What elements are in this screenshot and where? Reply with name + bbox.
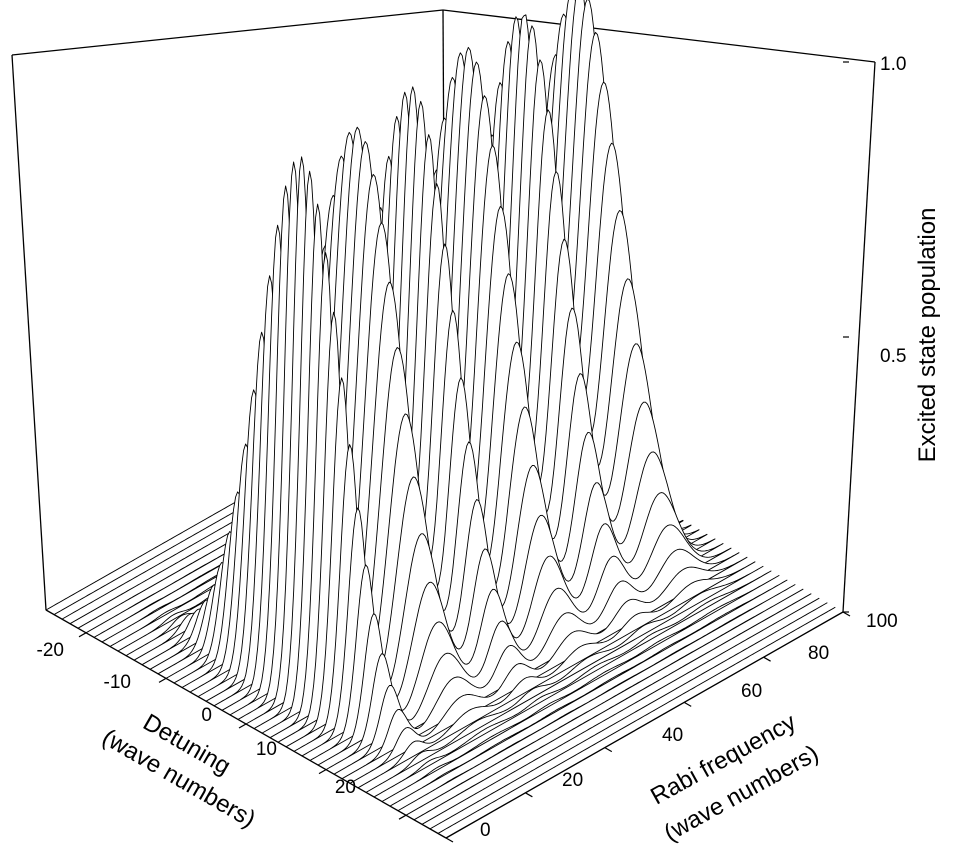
surface-strip — [437, 606, 836, 834]
y-tick-label-80: 80 — [808, 643, 829, 664]
y-axis-ticks: 0 20 40 60 80 100 — [480, 611, 898, 841]
box-back-top-left-edge — [11, 9, 444, 56]
x-tick-label--10: -10 — [104, 672, 131, 693]
z-axis-label: Excited state population — [914, 208, 941, 463]
surface-strip — [381, 575, 780, 802]
surface-strip — [373, 570, 772, 798]
y-tick-mark — [445, 837, 454, 843]
x-tick-label-20: 20 — [335, 777, 356, 798]
surface-strip — [413, 593, 812, 821]
x-tick-mark — [238, 723, 247, 729]
z-tick-label-1.0: 1.0 — [880, 54, 906, 75]
x-tick-mark — [78, 632, 87, 638]
box-left-vertical-edge — [11, 54, 47, 611]
y-tick-mark — [525, 792, 533, 798]
surface-strip — [405, 588, 804, 816]
z-axis-ticks: 1.0 0.5 — [880, 54, 906, 367]
x-axis-label: Detuning (wave numbers) — [97, 709, 260, 833]
y-tick-mark — [763, 656, 771, 662]
y-tick-label-20: 20 — [562, 770, 583, 791]
floor-front-right-edge — [445, 611, 844, 839]
y-tick-mark — [842, 611, 851, 617]
surface-strip — [397, 584, 796, 812]
x-tick-label--20: -20 — [37, 640, 64, 661]
box-right-vertical-edge — [842, 61, 876, 613]
surface-mesh — [45, 0, 844, 839]
x-tick-label-0: 0 — [201, 705, 212, 726]
surface-strip — [429, 602, 828, 830]
surface-strip — [389, 579, 788, 807]
surface-strip — [357, 561, 756, 789]
y-tick-label-100: 100 — [866, 611, 898, 632]
surface-strip — [365, 565, 764, 793]
x-tick-mark — [398, 814, 407, 820]
y-tick-label-60: 60 — [741, 681, 762, 702]
z-tick-label-0.5: 0.5 — [880, 346, 906, 367]
x-tick-label-10: 10 — [256, 739, 277, 760]
x-tick-mark — [158, 677, 167, 683]
tick-marks — [78, 61, 851, 843]
y-tick-label-40: 40 — [662, 725, 683, 746]
x-axis-ticks: -20 -10 0 10 20 — [37, 640, 356, 798]
y-tick-label-0: 0 — [480, 820, 491, 841]
x-tick-mark — [318, 769, 327, 775]
surface-strip — [421, 597, 820, 825]
y-tick-mark — [683, 701, 692, 707]
y-tick-mark — [604, 747, 613, 753]
